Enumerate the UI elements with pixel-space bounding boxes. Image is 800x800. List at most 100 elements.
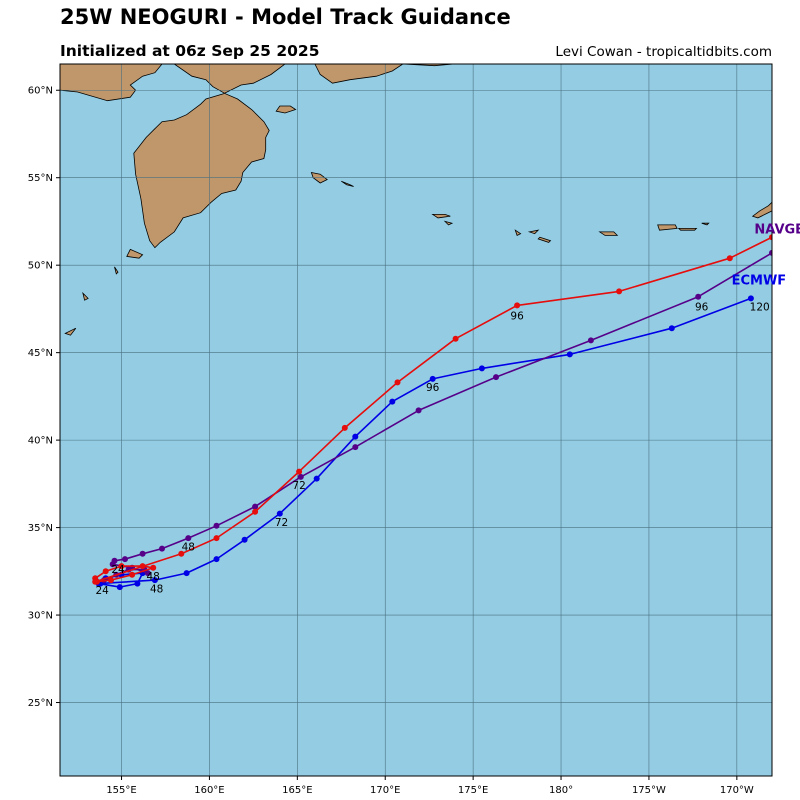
forecast-hour-label: 96 xyxy=(510,310,524,322)
plot-frame xyxy=(59,63,773,777)
lon-tick-label: 165°E xyxy=(282,785,312,796)
lon-tick-label: 170°W xyxy=(720,785,754,796)
track-point xyxy=(352,433,359,440)
land-kuril-simushir xyxy=(82,291,89,301)
track-point xyxy=(276,510,283,517)
track-point xyxy=(185,535,192,542)
land-karaginsky-island xyxy=(275,105,297,114)
track-point xyxy=(389,398,396,405)
track-point xyxy=(747,295,754,302)
track-point xyxy=(213,556,220,563)
track-point xyxy=(478,365,485,372)
track-point xyxy=(178,550,185,557)
land-rat-islands xyxy=(527,229,540,235)
land-kuril-paramushir xyxy=(126,248,144,259)
track-point xyxy=(769,234,772,241)
land-attu-island xyxy=(431,213,451,219)
track-point xyxy=(566,351,573,358)
forecast-hour-label: 96 xyxy=(426,382,440,394)
track-point xyxy=(668,325,675,332)
track-point xyxy=(118,563,125,570)
forecast-hour-label: 120 xyxy=(750,302,770,314)
land-atka-island xyxy=(657,224,678,231)
track-point xyxy=(394,379,401,386)
model-tracks xyxy=(92,234,772,591)
track-point xyxy=(92,578,99,585)
track-point xyxy=(134,580,141,587)
track-point xyxy=(122,556,128,563)
land-amchitka-island xyxy=(537,236,552,243)
lat-tick-label: 25°N xyxy=(28,698,53,709)
forecast-hour-label: 48 xyxy=(147,571,160,583)
track-point xyxy=(587,337,594,344)
lon-tick-label: 155°E xyxy=(106,785,136,796)
model-name-labels: NAVGEM ECMWF xyxy=(732,223,800,289)
lat-tick-label: 45°N xyxy=(28,348,53,359)
lon-tick-label: 160°E xyxy=(194,785,224,796)
forecast-hour-labels: 24 48 72 96 120 24 48 72 96 48 96 xyxy=(96,302,770,597)
track-point xyxy=(415,407,422,414)
land-agattu-island xyxy=(443,220,454,226)
track-point xyxy=(213,522,220,529)
track-point xyxy=(144,570,151,577)
track-point xyxy=(139,563,146,570)
forecast-hour-label: 72 xyxy=(275,517,288,529)
land-layer xyxy=(60,64,772,336)
track-point xyxy=(726,255,733,262)
track-point xyxy=(616,288,623,295)
track-point xyxy=(297,473,304,480)
track-point xyxy=(429,375,436,382)
track-point xyxy=(213,535,220,542)
track-point xyxy=(150,564,157,571)
model-name-label: NAVGEM xyxy=(754,223,800,238)
track-gfs xyxy=(92,234,772,585)
land-chukotka-coast xyxy=(314,64,454,84)
track-point xyxy=(159,545,165,552)
author-credit: Levi Cowan - tropicaltidbits.com xyxy=(555,44,772,60)
page-title: 25W NEOGURI - Model Track Guidance xyxy=(60,5,511,29)
track-point xyxy=(341,424,348,431)
lon-tick-label: 175°W xyxy=(632,785,666,796)
track-point xyxy=(129,571,136,578)
lat-tick-label: 50°N xyxy=(28,261,53,272)
track-point xyxy=(252,508,259,515)
lat-tick-label: 40°N xyxy=(28,436,53,447)
land-kuril-onekotan xyxy=(114,266,119,275)
track-point xyxy=(695,293,702,300)
track-point xyxy=(352,444,359,451)
track-point xyxy=(116,584,123,591)
track-point xyxy=(252,503,259,510)
track-point xyxy=(111,557,118,564)
lat-tick-label: 60°N xyxy=(28,86,53,97)
forecast-hour-label: 48 xyxy=(182,541,195,553)
track-point xyxy=(183,570,190,577)
track-point xyxy=(151,577,158,584)
land-amlia-island xyxy=(677,227,698,231)
lat-tick-label: 35°N xyxy=(28,523,53,534)
lat-tick-label: 55°N xyxy=(28,173,53,184)
land-adak-island xyxy=(598,231,619,236)
graticule xyxy=(60,64,772,776)
track-point xyxy=(313,475,320,482)
initialization-subtitle: Initialized at 06z Sep 25 2025 xyxy=(60,42,320,60)
track-point xyxy=(102,568,109,575)
track-point xyxy=(493,374,499,381)
track-point xyxy=(241,536,248,543)
forecast-hour-label: 48 xyxy=(150,583,163,595)
lon-tick-label: 175°E xyxy=(458,785,488,796)
track-point xyxy=(452,335,459,342)
axis-ticks: 155°E 160°E 165°E 170°E 175°E 180° 175°W 170°W 6… xyxy=(28,86,754,796)
forecast-hour-label: 96 xyxy=(695,302,709,314)
lon-tick-label: 180° xyxy=(549,785,573,796)
track-line xyxy=(94,236,772,583)
land-medny-island xyxy=(341,180,354,187)
track-point xyxy=(108,577,114,584)
track-point xyxy=(139,550,146,557)
land-seguam-island xyxy=(701,222,710,226)
track-point xyxy=(769,249,772,256)
track-point xyxy=(296,468,303,475)
model-name-label: ECMWF xyxy=(732,273,787,288)
land-kamchatka-peninsula xyxy=(60,64,286,249)
lat-tick-label: 30°N xyxy=(28,611,53,622)
